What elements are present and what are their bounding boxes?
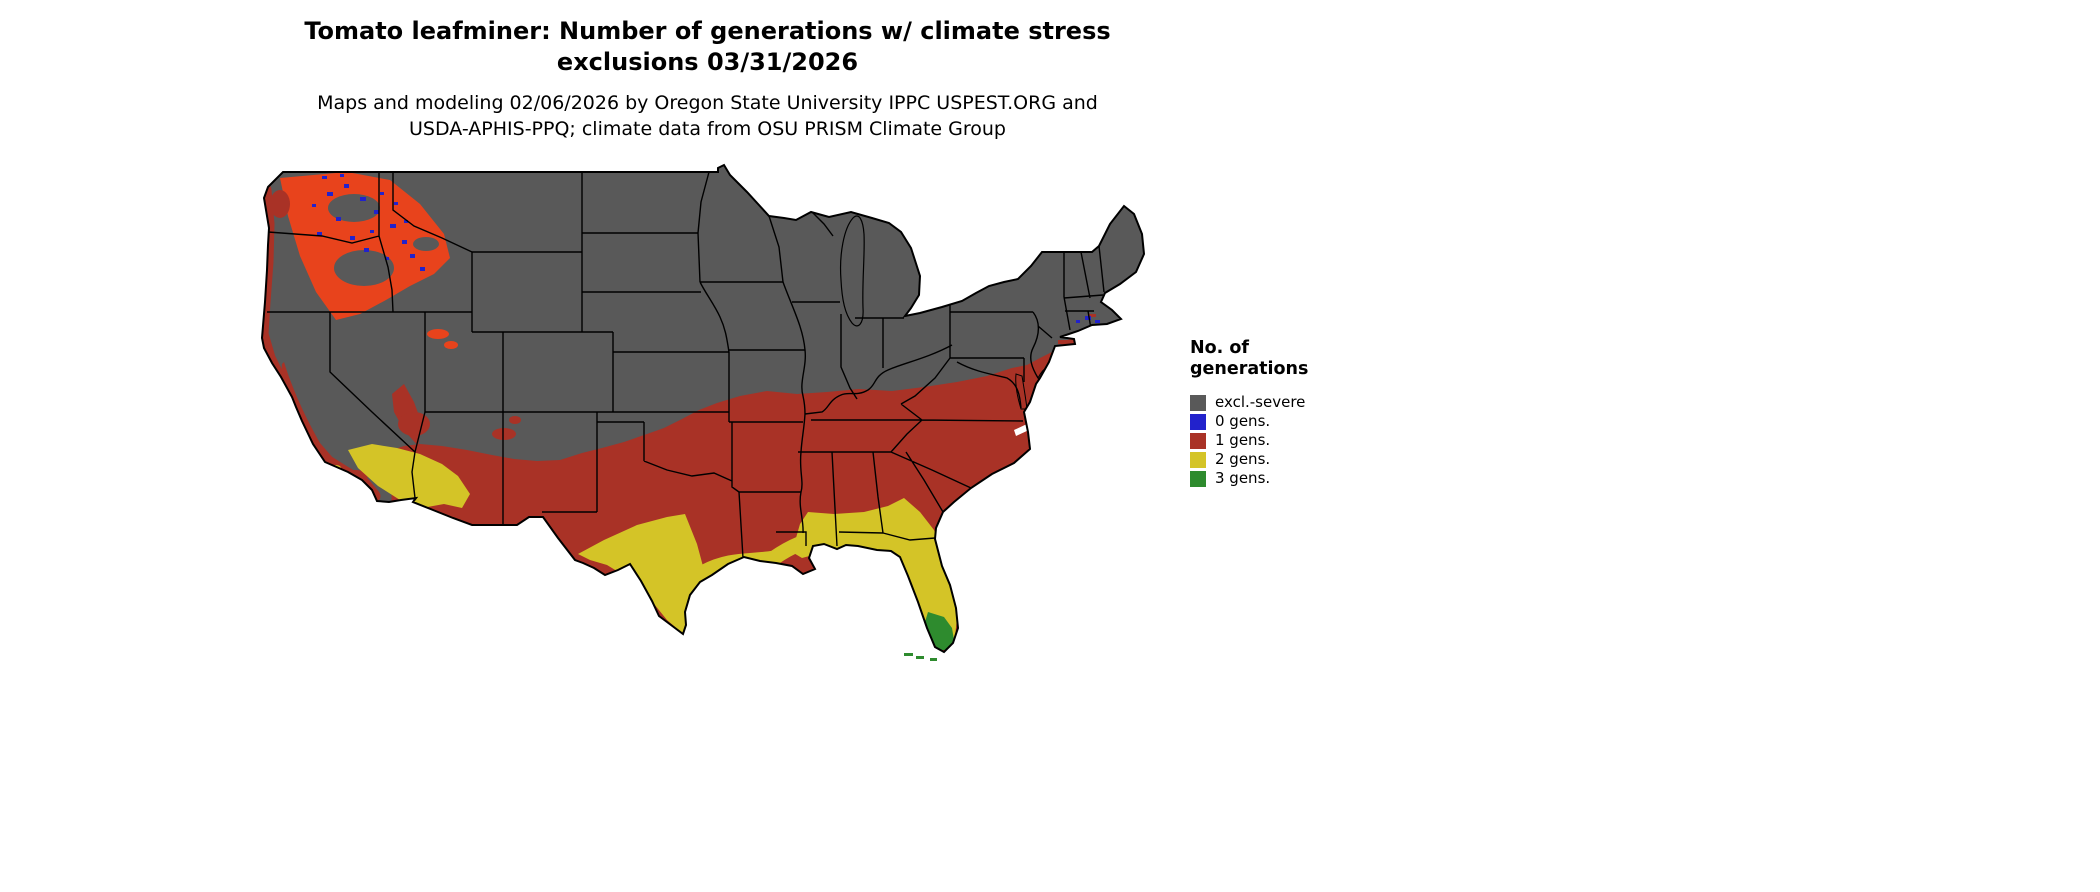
legend-label-0: excl.-severe [1215, 393, 1306, 411]
state-borders [267, 171, 1105, 559]
legend-item-4: 3 gens. [1190, 469, 1390, 488]
region-pnw-one-gen [270, 172, 450, 320]
legend-label-4: 3 gens. [1215, 469, 1271, 487]
legend-item-1: 0 gens. [1190, 412, 1390, 431]
legend-label-2: 1 gens. [1215, 431, 1271, 449]
page-title: Tomato leafminer: Number of generations … [0, 16, 1415, 78]
title-line-1: Tomato leafminer: Number of generations … [304, 17, 1111, 45]
figure-header: Tomato leafminer: Number of generations … [0, 16, 1415, 142]
us-outline [260, 163, 1146, 654]
legend-title-line-2: generations [1190, 359, 1309, 379]
legend-swatch-2 [1190, 432, 1206, 449]
pamlico-sound [1014, 424, 1029, 436]
legend-swatch-0 [1190, 394, 1206, 411]
map-legend: No. of generations excl.-severe 0 gens. 1 g… [1190, 338, 1390, 488]
legend-item-3: 2 gens. [1190, 450, 1390, 469]
subtitle-line-1: Maps and modeling 02/06/2026 by Oregon S… [317, 92, 1098, 114]
region-three-gens [925, 612, 954, 650]
legend-title: No. of generations [1190, 338, 1390, 380]
legend-item-0: excl.-severe [1190, 393, 1390, 412]
legend-label-3: 2 gens. [1215, 450, 1271, 468]
map-container [252, 162, 1162, 662]
legend-items: excl.-severe 0 gens. 1 gens. 2 gens. 3 gens. [1190, 393, 1390, 488]
figure-subtitle: Maps and modeling 02/06/2026 by Oregon S… [0, 90, 1415, 142]
legend-swatch-4 [1190, 470, 1206, 487]
legend-item-2: 1 gens. [1190, 431, 1390, 450]
legend-title-line-1: No. of [1190, 338, 1250, 358]
legend-swatch-3 [1190, 451, 1206, 468]
legend-swatch-1 [1190, 413, 1206, 430]
region-zero-gens [312, 174, 1100, 323]
us-map [260, 163, 1146, 661]
subtitle-line-2: USDA-APHIS-PPQ; climate data from OSU PR… [409, 118, 1006, 140]
title-line-2: exclusions 03/31/2026 [556, 48, 859, 76]
legend-label-1: 0 gens. [1215, 412, 1271, 430]
chesapeake-bay [1015, 373, 1028, 410]
florida-keys [904, 653, 937, 661]
